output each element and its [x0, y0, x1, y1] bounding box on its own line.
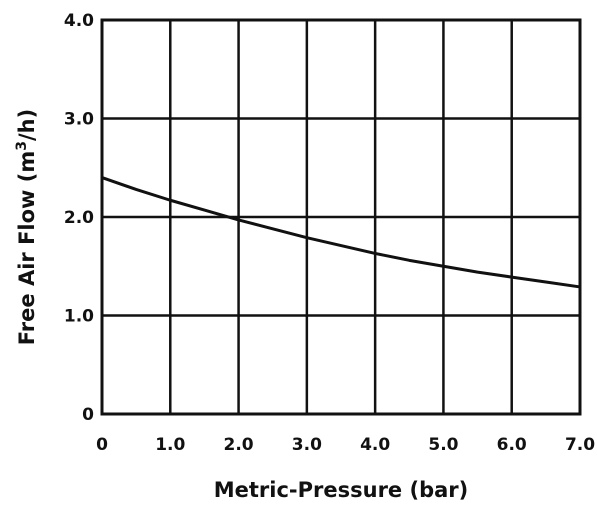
y-tick-label: 1.0	[64, 307, 94, 327]
grid	[100, 18, 582, 416]
plot-frame	[100, 18, 582, 416]
series-line	[100, 176, 582, 289]
x-tick-label: 4.0	[360, 435, 390, 455]
y-tick-label: 4.0	[64, 11, 94, 31]
y-tick-labels: 0 1.0 2.0 3.0 4.0	[64, 11, 94, 425]
x-tick-label: 5.0	[428, 435, 458, 455]
y-tick-label: 0	[82, 405, 94, 425]
y-axis-title-superscript: 3	[14, 141, 30, 151]
x-tick-label: 3.0	[292, 435, 322, 455]
x-tick-label: 1.0	[155, 435, 185, 455]
x-tick-label: 7.0	[565, 435, 595, 455]
y-axis-title-suffix: /h)	[15, 109, 39, 141]
y-tick-label: 2.0	[64, 208, 94, 228]
y-tick-label: 3.0	[64, 110, 94, 130]
x-tick-labels: 0 1.0 2.0 3.0 4.0 5.0 6.0 7.0	[96, 435, 595, 455]
x-tick-label: 6.0	[497, 435, 527, 455]
x-tick-label: 0	[96, 435, 108, 455]
x-axis-title: Metric-Pressure (bar)	[214, 478, 469, 502]
x-tick-label: 2.0	[224, 435, 254, 455]
y-axis-title-prefix: Free Air Flow (m	[15, 151, 39, 345]
y-axis-title: Free Air Flow (m3/h)	[14, 109, 39, 345]
